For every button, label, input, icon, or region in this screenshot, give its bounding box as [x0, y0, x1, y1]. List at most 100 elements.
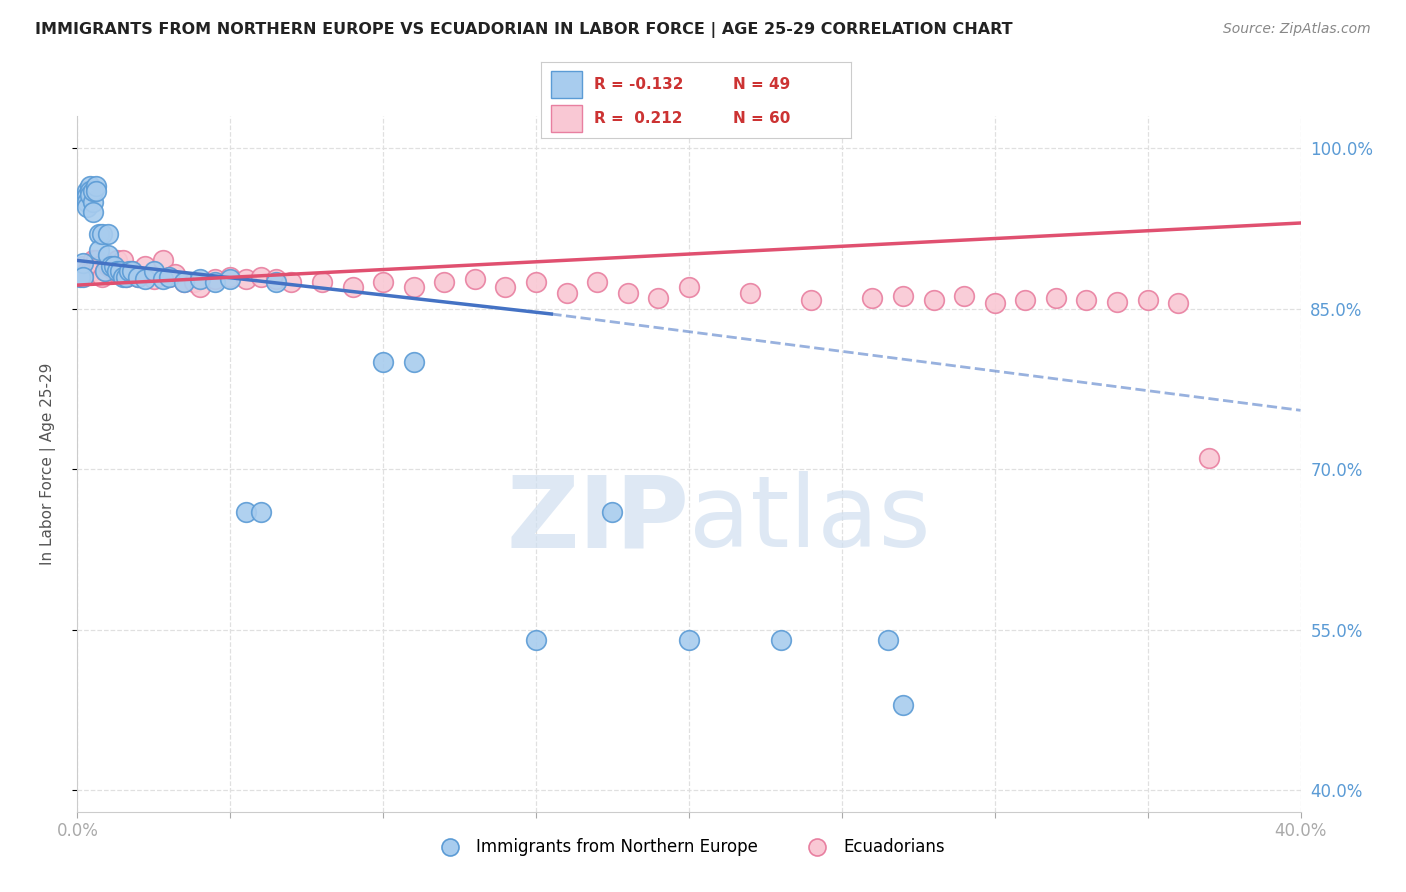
Text: N = 60: N = 60 [733, 111, 790, 126]
Point [79, 178, 101, 193]
Point [76, 194, 98, 209]
Point [152, 271, 174, 285]
Point [121, 264, 143, 278]
Point [495, 280, 517, 294]
Point [165, 268, 187, 282]
Point [69, 264, 91, 278]
Point [204, 275, 226, 289]
Point [108, 264, 131, 278]
Point [105, 253, 128, 268]
Point [402, 280, 425, 294]
Point [72, 255, 94, 269]
Point [586, 275, 609, 289]
Point [1198, 451, 1220, 466]
Point [79, 184, 101, 198]
Point [311, 275, 333, 289]
Point [464, 271, 486, 285]
Text: IMMIGRANTS FROM NORTHERN EUROPE VS ECUADORIAN IN LABOR FORCE | AGE 25-29 CORRELA: IMMIGRANTS FROM NORTHERN EUROPE VS ECUAD… [35, 22, 1012, 38]
Point [82, 194, 104, 209]
Point [769, 633, 792, 648]
Point [115, 269, 138, 284]
Point [128, 269, 150, 284]
Point [118, 264, 141, 278]
Point [121, 264, 143, 278]
Point [371, 275, 394, 289]
Point [69, 269, 91, 284]
Point [128, 269, 150, 284]
Point [72, 259, 94, 273]
Point [82, 253, 104, 268]
Point [280, 275, 302, 289]
Point [678, 280, 700, 294]
Point [1014, 293, 1036, 307]
Point [953, 289, 976, 303]
Point [84, 184, 107, 198]
Point [891, 698, 914, 712]
Point [87, 243, 110, 257]
Point [371, 355, 394, 369]
Point [524, 275, 547, 289]
Point [1107, 295, 1129, 310]
Point [235, 271, 257, 285]
Point [103, 259, 125, 273]
Point [76, 264, 98, 278]
Point [891, 289, 914, 303]
Point [876, 633, 898, 648]
Point [740, 285, 762, 300]
Point [157, 269, 180, 284]
Point [90, 269, 112, 284]
Point [97, 259, 120, 273]
Point [94, 264, 117, 278]
Point [617, 285, 640, 300]
Point [1045, 291, 1067, 305]
Point [219, 269, 242, 284]
Point [173, 275, 195, 289]
Text: R = -0.132: R = -0.132 [593, 77, 683, 92]
Point [402, 355, 425, 369]
Point [82, 184, 104, 198]
Point [235, 505, 257, 519]
Legend: Immigrants from Northern Europe, Ecuadorians: Immigrants from Northern Europe, Ecuador… [426, 831, 952, 863]
Point [84, 178, 107, 193]
Point [94, 264, 117, 278]
Point [152, 253, 174, 268]
Point [602, 505, 624, 519]
Point [188, 280, 211, 294]
Point [173, 275, 195, 289]
Point [433, 275, 456, 289]
Point [250, 269, 273, 284]
Point [108, 264, 131, 278]
Point [103, 264, 125, 278]
Point [1167, 296, 1189, 310]
Point [250, 505, 273, 519]
Point [100, 259, 122, 273]
Point [157, 269, 180, 284]
Point [134, 259, 156, 273]
Point [922, 293, 945, 307]
Point [76, 200, 98, 214]
Text: N = 49: N = 49 [733, 77, 790, 92]
Point [112, 269, 135, 284]
Point [79, 264, 101, 278]
Point [105, 264, 128, 278]
Point [1136, 293, 1159, 307]
Point [115, 269, 138, 284]
Point [219, 271, 242, 285]
Point [112, 253, 135, 268]
Point [264, 271, 287, 285]
Text: Source: ZipAtlas.com: Source: ZipAtlas.com [1223, 22, 1371, 37]
Text: atlas: atlas [689, 471, 931, 568]
Point [342, 280, 364, 294]
Text: ZIP: ZIP [506, 471, 689, 568]
Point [90, 227, 112, 241]
Point [76, 189, 98, 203]
Point [142, 264, 165, 278]
Point [82, 205, 104, 219]
Point [84, 253, 107, 268]
Point [97, 227, 120, 241]
Point [800, 293, 823, 307]
Point [76, 184, 98, 198]
Point [79, 188, 101, 202]
Bar [551, 70, 582, 98]
Point [97, 248, 120, 262]
